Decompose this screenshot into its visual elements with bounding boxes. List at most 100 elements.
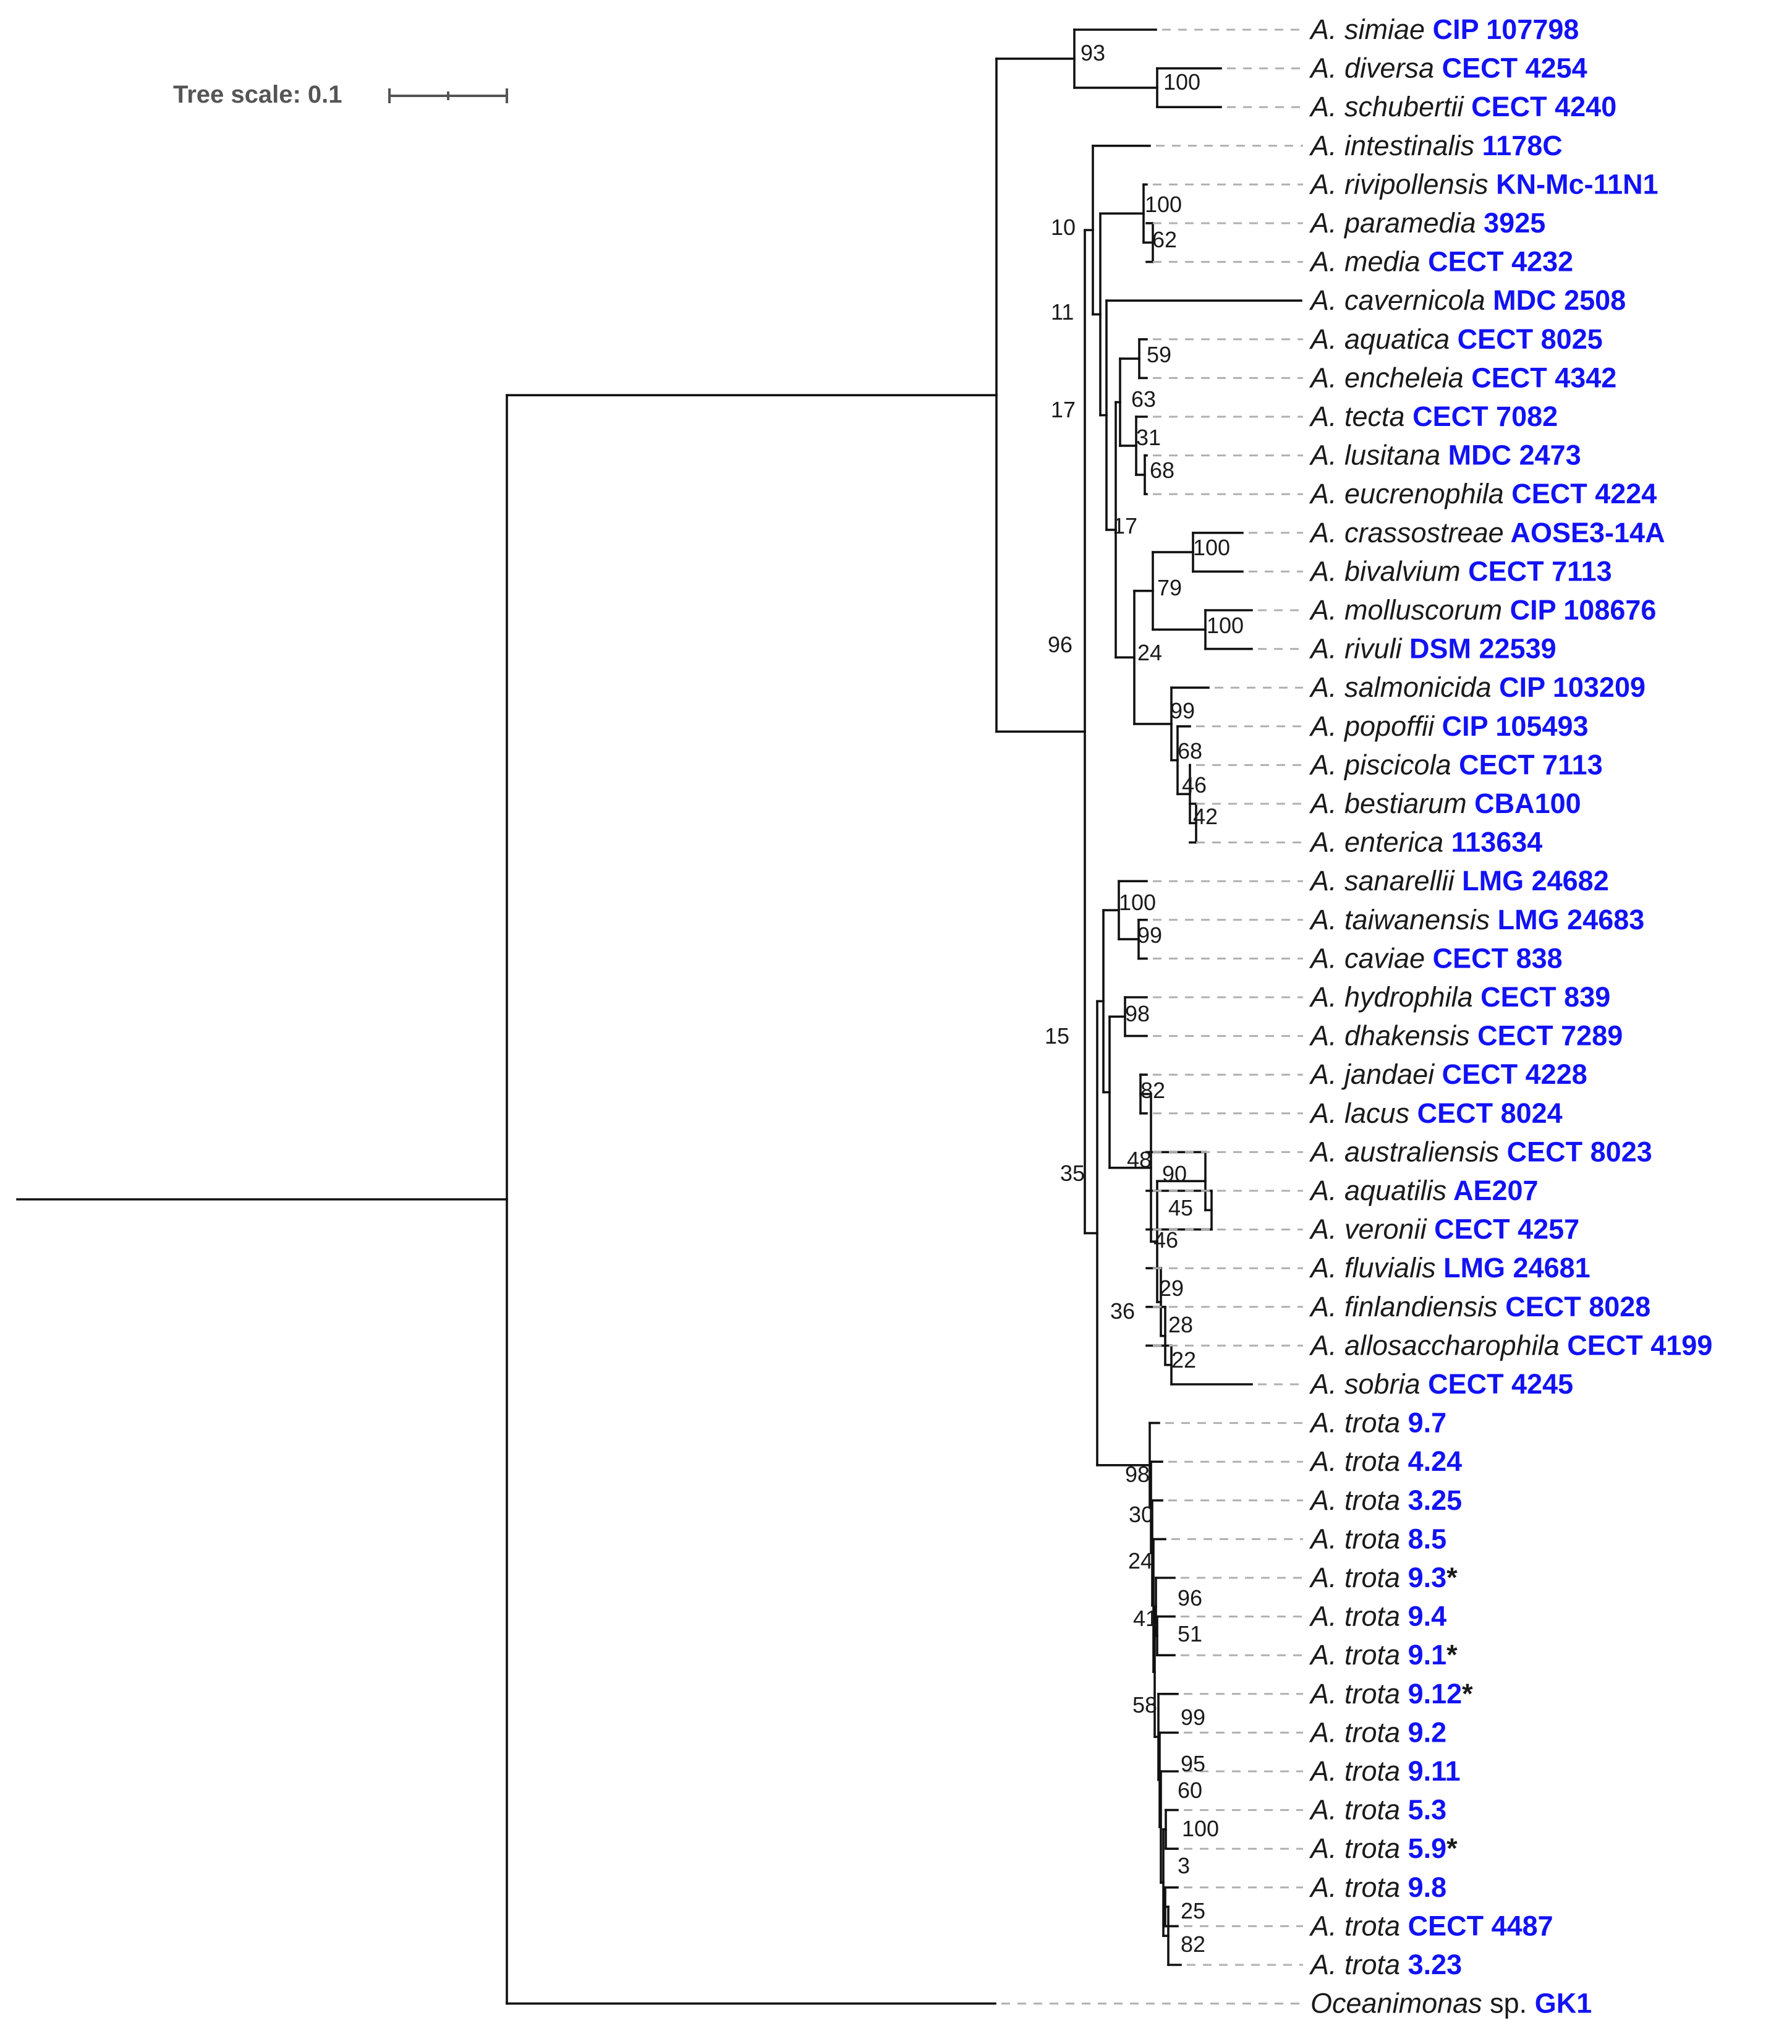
tip-label: A. salmonicida CIP 103209	[1309, 671, 1645, 703]
tip-species: A. trota	[1309, 1794, 1400, 1826]
tip-species: A. rivuli	[1309, 633, 1403, 665]
tip-species: A. popoffii	[1309, 710, 1435, 742]
tip-label: A. trota 9.7	[1309, 1407, 1446, 1439]
bootstrap-value: 24	[1128, 1548, 1153, 1573]
tip-label: A. cavernicola MDC 2508	[1309, 284, 1626, 316]
tip-strain: 8.5	[1400, 1523, 1446, 1554]
tip-strain: CECT 839	[1473, 981, 1611, 1013]
bootstrap-value: 99	[1137, 922, 1162, 948]
tip-species: A. trota	[1309, 1562, 1400, 1593]
tip-strain: CECT 8024	[1409, 1097, 1563, 1129]
tip-strain: CECT 4487	[1400, 1910, 1553, 1941]
tip-strain: CIP 108676	[1502, 594, 1656, 626]
tip-strain: LMG 24682	[1454, 865, 1609, 896]
tip-label: A. piscicola CECT 7113	[1309, 749, 1603, 780]
tip-strain: CECT 8028	[1498, 1291, 1651, 1322]
tip-label: A. sanarellii LMG 24682	[1309, 865, 1609, 896]
tip-species: A. finlandiensis	[1309, 1291, 1498, 1322]
tip-label: A. allosaccharophila CECT 4199	[1309, 1329, 1712, 1361]
tip-label: A. trota 9.12*	[1309, 1678, 1473, 1710]
tip-strain: 5.3	[1400, 1794, 1446, 1826]
tip-label: A. dhakensis CECT 7289	[1309, 1020, 1623, 1052]
bootstrap-value: 79	[1157, 575, 1182, 600]
bootstrap-value: 3	[1178, 1853, 1190, 1878]
tip-label: Oceanimonas sp. GK1	[1310, 1988, 1592, 2019]
tip-species: A. lusitana	[1309, 440, 1440, 471]
tip-label: A. trota 9.3*	[1309, 1562, 1458, 1593]
tip-strain: 9.4	[1400, 1601, 1446, 1632]
tip-species: A. hydrophila	[1309, 981, 1473, 1013]
tip-label: A. sobria CECT 4245	[1309, 1368, 1573, 1400]
bootstrap-value: 48	[1127, 1147, 1152, 1172]
tip-label: A. media CECT 4232	[1309, 246, 1573, 278]
tip-species: A. caviae	[1309, 942, 1425, 974]
tip-strain: CECT 4240	[1464, 91, 1617, 122]
tip-label: A. trota 9.8	[1309, 1872, 1446, 1903]
tip-species: A. cavernicola	[1309, 284, 1485, 316]
bootstrap-value: 90	[1162, 1161, 1187, 1186]
tip-strain: MDC 2473	[1440, 440, 1581, 471]
tip-species: A. trota	[1309, 1872, 1400, 1903]
tip-strain: CECT 4254	[1434, 53, 1587, 84]
bootstrap-value: 51	[1178, 1621, 1202, 1646]
tip-label: A. diversa CECT 4254	[1309, 53, 1587, 84]
bootstrap-value: 31	[1136, 425, 1161, 450]
tree-scale-bar: Tree scale: 0.1	[173, 81, 508, 108]
tip-label: A. trota 3.25	[1309, 1484, 1462, 1516]
tip-strain: 9.2	[1400, 1716, 1446, 1748]
tip-species: A. tecta	[1309, 401, 1405, 432]
tip-label: A. trota 3.23	[1309, 1949, 1462, 1980]
tip-strain: CECT 4199	[1560, 1329, 1713, 1361]
tip-label: A. trota 5.3	[1309, 1794, 1446, 1826]
tip-strain: 3.25	[1400, 1484, 1462, 1516]
tip-species: A. molluscorum	[1309, 594, 1502, 626]
bootstrap-value: 28	[1168, 1312, 1193, 1337]
bootstrap-value: 99	[1181, 1705, 1205, 1730]
bootstrap-labels: 93 100 10 100 62 11 59 17 63 31 68 17 100 79 100 96 24 99…	[1045, 40, 1244, 1957]
bootstrap-value: 60	[1178, 1778, 1202, 1803]
bootstrap-value: 25	[1181, 1898, 1205, 1923]
bootstrap-value: 35	[1060, 1160, 1085, 1186]
bootstrap-value: 29	[1159, 1275, 1184, 1301]
tip-strain: GK1	[1527, 1988, 1592, 2019]
bootstrap-value: 46	[1153, 1227, 1178, 1253]
tip-species: A. trota	[1309, 1833, 1400, 1864]
tip-strain: AE207	[1446, 1175, 1538, 1206]
tip-species: A. trota	[1309, 1446, 1400, 1477]
tip-species: A. allosaccharophila	[1309, 1329, 1560, 1361]
tip-strain: LMG 24683	[1490, 904, 1644, 935]
bootstrap-value: 100	[1193, 535, 1230, 560]
tip-strain: CECT 8023	[1499, 1136, 1652, 1167]
tip-strain: 113634	[1443, 827, 1542, 858]
bootstrap-value: 62	[1152, 227, 1177, 252]
tip-species: A. paramedia	[1309, 207, 1476, 239]
tip-label: A. hydrophila CECT 839	[1309, 981, 1610, 1013]
tip-strain: CIP 105493	[1434, 710, 1588, 742]
tip-label: A. tecta CECT 7082	[1309, 401, 1558, 432]
tip-species: Oceanimonas	[1310, 1988, 1482, 2019]
tip-asterisk: *	[1446, 1639, 1458, 1671]
tip-label: A. trota 9.11	[1309, 1755, 1461, 1787]
tip-strain: CECT 8025	[1450, 323, 1603, 355]
bootstrap-value: 96	[1048, 632, 1072, 657]
tip-connector-lines	[1001, 28, 1303, 2005]
tip-species: A. crassostreae	[1309, 517, 1504, 548]
scale-bar-line	[388, 88, 508, 103]
tip-label: A. trota 5.9*	[1309, 1833, 1458, 1864]
bootstrap-value: 98	[1125, 1001, 1150, 1026]
tip-species: A. enterica	[1309, 827, 1443, 858]
tip-label: A. trota 9.4	[1309, 1601, 1446, 1632]
tip-label: A. caviae CECT 838	[1309, 942, 1563, 974]
tip-label: A. bivalvium CECT 7113	[1309, 555, 1612, 587]
bootstrap-value: 82	[1181, 1931, 1205, 1957]
bootstrap-value: 100	[1163, 69, 1200, 95]
tip-species: A. trota	[1309, 1755, 1400, 1787]
tip-label: A. taiwanensis LMG 24683	[1309, 904, 1644, 935]
tip-asterisk: *	[1462, 1678, 1473, 1710]
bootstrap-value: 100	[1207, 613, 1244, 638]
tip-strain: 9.12	[1400, 1678, 1462, 1710]
tip-strain: 9.7	[1400, 1407, 1446, 1439]
tip-species: A. trota	[1309, 1523, 1400, 1554]
bootstrap-value: 63	[1131, 386, 1156, 412]
tip-label: A. trota CECT 4487	[1309, 1910, 1553, 1941]
